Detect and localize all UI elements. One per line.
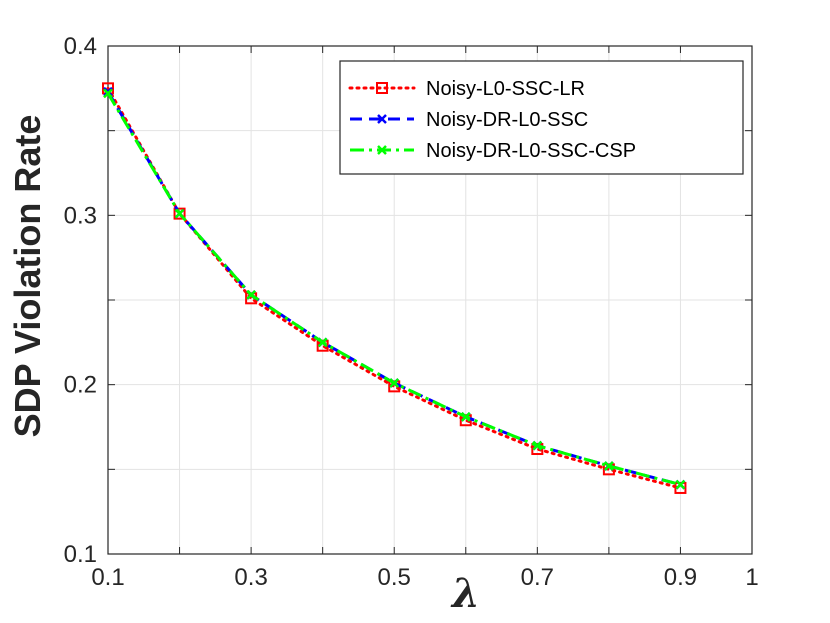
data-point-square [376,82,388,94]
y-tick-label: 0.1 [64,541,97,568]
x-axis-label: λ [450,570,480,617]
data-point-x [675,479,686,490]
data-point-x [317,337,328,348]
x-tick-label: 0.5 [378,564,411,591]
y-tick-label: 0.2 [64,372,97,399]
data-point-x [460,411,471,422]
legend-entry: Noisy-DR-L0-SSC [350,109,588,131]
legend-entry: Noisy-DR-L0-SSC-CSP [350,140,636,162]
data-point-x [174,208,185,219]
legend-label: Noisy-DR-L0-SSC [426,109,588,131]
series-group [102,82,687,494]
legend-entry: Noisy-L0-SSC-LR [348,78,585,100]
data-point-x [377,145,387,155]
data-point-x [377,114,387,124]
axis-ticks: 0.1 0.3 0.5 0.7 0.9 1 0.1 0.2 0.3 0.4 [64,33,759,591]
x-tick-label: 1 [745,564,758,591]
y-axis-label: SDP Violation Rate [7,115,48,438]
legend-label: Noisy-L0-SSC-LR [426,78,585,100]
data-point-x [246,290,256,300]
series-3 [103,88,686,490]
data-point-x [604,461,614,471]
legend-label: Noisy-DR-L0-SSC-CSP [426,140,636,162]
data-point-square [173,207,186,220]
x-tick-label: 0.1 [91,564,124,591]
x-tick-label: 0.9 [664,564,697,591]
x-tick-label: 0.3 [234,564,267,591]
data-point-x [532,440,543,451]
x-tick-label: 0.7 [521,564,554,591]
data-point-x [389,378,400,388]
legend: Noisy-L0-SSC-LR Noisy-DR-L0-SSC Noisy-DR-L… [339,60,744,175]
data-point-x [103,88,113,99]
y-tick-label: 0.4 [64,33,97,60]
y-tick-label: 0.3 [64,202,97,229]
